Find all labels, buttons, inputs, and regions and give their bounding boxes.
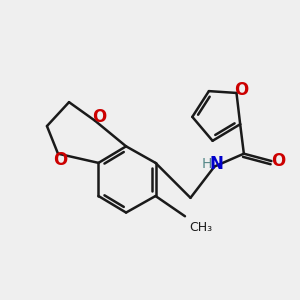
Text: N: N: [209, 155, 223, 173]
Text: O: O: [234, 81, 248, 99]
Text: O: O: [53, 151, 67, 169]
Text: H: H: [202, 158, 212, 171]
Text: O: O: [271, 152, 285, 170]
Text: O: O: [92, 108, 106, 126]
Text: CH₃: CH₃: [189, 221, 212, 234]
